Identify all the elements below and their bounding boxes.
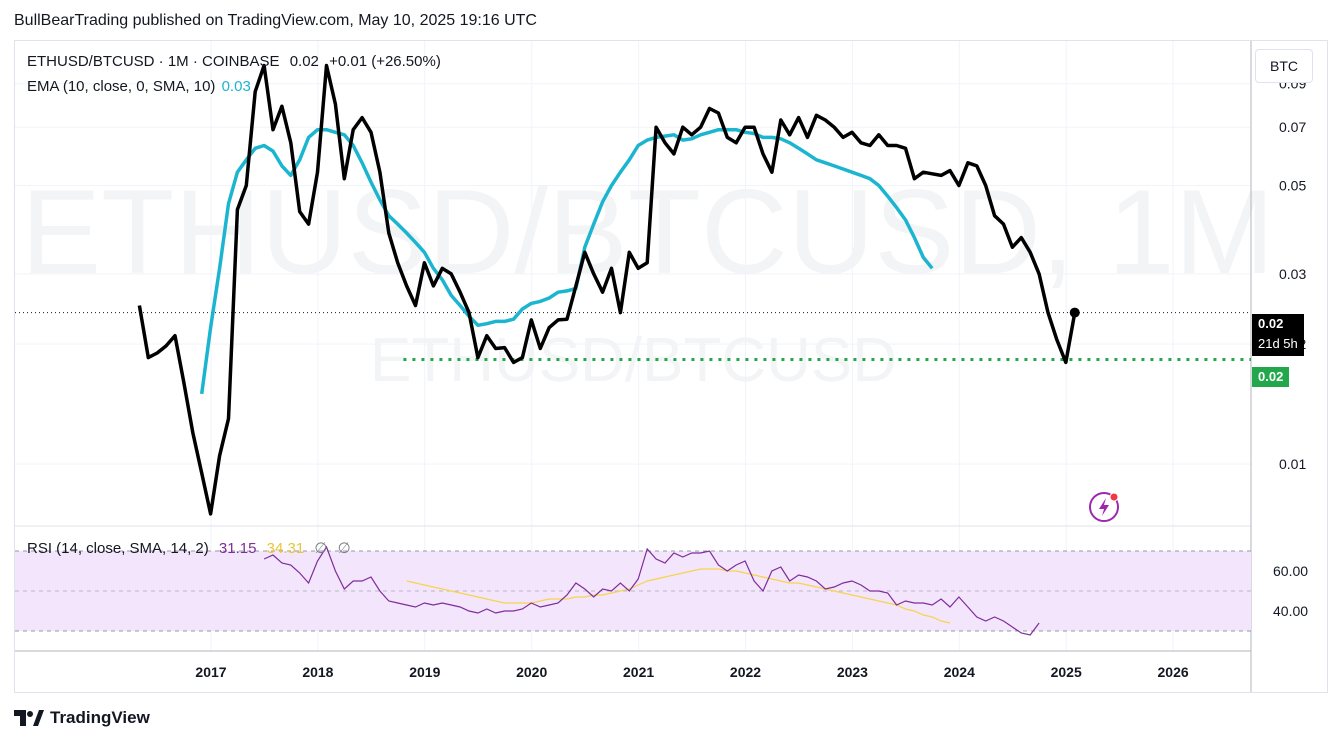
tradingview-logo-icon bbox=[14, 710, 44, 726]
last-price-label: 0.02 bbox=[1258, 316, 1284, 331]
time-tick-label: 2025 bbox=[1051, 664, 1082, 680]
change-value: +0.01 (+26.50%) bbox=[329, 53, 441, 70]
rsi-extra-2: ∅ bbox=[337, 540, 351, 557]
price-tick-label: 0.07 bbox=[1279, 119, 1306, 135]
last-price-tag: 0.02 21d 5h bbox=[1252, 314, 1304, 356]
rsi-line[interactable] bbox=[263, 545, 1040, 636]
rsi-ma-value: 34.31 bbox=[266, 540, 305, 557]
time-tick-label: 2017 bbox=[195, 664, 226, 680]
currency-button[interactable]: BTC bbox=[1255, 49, 1313, 83]
symbol-legend[interactable]: ETHUSD/BTCUSD · 1M · COINBASE 0.02 +0.01… bbox=[27, 53, 441, 70]
time-tick-label: 2024 bbox=[944, 664, 975, 680]
chart-frame[interactable]: ETHUSD/BTCUSD, 1M ETHUSD/BTCUSD 0.09 0.07… bbox=[14, 40, 1328, 693]
rsi-value: 31.15 bbox=[218, 540, 257, 557]
flash-icon[interactable] bbox=[1089, 492, 1119, 522]
time-tick-label: 2021 bbox=[623, 664, 654, 680]
level-price-tag: 0.02 bbox=[1252, 367, 1290, 387]
ema-value: 0.03 bbox=[221, 78, 251, 95]
footer: TradingView bbox=[14, 708, 150, 728]
last-price-dot[interactable] bbox=[1069, 307, 1080, 318]
time-tick-label: 2023 bbox=[837, 664, 868, 680]
price-tick-label: 0.01 bbox=[1279, 456, 1306, 472]
symbol-info[interactable]: ETHUSD/BTCUSD · 1M · COINBASE bbox=[27, 53, 280, 70]
time-tick-label: 2022 bbox=[730, 664, 761, 680]
last-value: 0.02 bbox=[289, 53, 319, 70]
price-line[interactable] bbox=[137, 63, 1077, 516]
countdown-label: 21d 5h bbox=[1258, 336, 1298, 351]
rsi-tick-label: 40.00 bbox=[1273, 603, 1308, 619]
price-tick-label: 0.03 bbox=[1279, 266, 1306, 282]
rsi-label[interactable]: RSI (14, close, SMA, 14, 2) bbox=[27, 540, 209, 557]
price-axis-ticks: 0.090.070.050.030.020.01 bbox=[1279, 76, 1306, 472]
time-axis-ticks: 2017 2018 2019 2020 2021 2022 2023 2024 2025 2026 bbox=[195, 664, 1188, 680]
ema-label[interactable]: EMA (10, close, 0, SMA, 10) bbox=[27, 78, 216, 95]
chart-canvas[interactable]: ETHUSD/BTCUSD, 1M ETHUSD/BTCUSD 0.090.07… bbox=[15, 41, 1327, 692]
footer-brand: TradingView bbox=[50, 708, 150, 727]
time-tick-label: 2019 bbox=[409, 664, 440, 680]
rsi-ma-line[interactable] bbox=[406, 568, 951, 624]
grid-lines bbox=[15, 41, 1251, 651]
rsi-axis-ticks: 60.00 40.00 bbox=[1273, 563, 1308, 619]
time-tick-label: 2018 bbox=[302, 664, 333, 680]
price-tick-label: 0.05 bbox=[1279, 177, 1306, 193]
time-tick-label: 2020 bbox=[516, 664, 547, 680]
ema-legend[interactable]: EMA (10, close, 0, SMA, 10) 0.03 bbox=[27, 78, 251, 95]
publisher-header: BullBearTrading published on TradingView… bbox=[14, 12, 537, 29]
rsi-extra-1: ∅ bbox=[314, 540, 328, 557]
rsi-legend[interactable]: RSI (14, close, SMA, 14, 2) 31.15 34.31 … bbox=[27, 539, 351, 557]
time-tick-label: 2026 bbox=[1158, 664, 1189, 680]
rsi-tick-label: 60.00 bbox=[1273, 563, 1308, 579]
ema-line[interactable] bbox=[199, 127, 934, 395]
